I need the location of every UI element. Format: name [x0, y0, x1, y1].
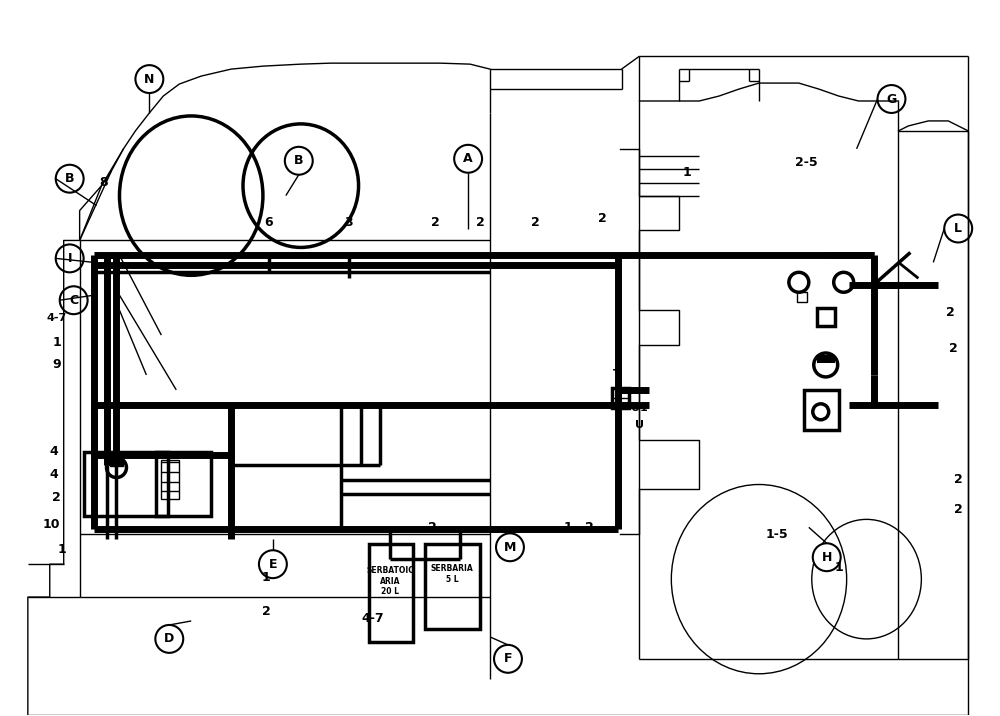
- Circle shape: [494, 645, 522, 673]
- Text: C: C: [69, 294, 78, 306]
- Circle shape: [135, 65, 163, 93]
- Bar: [161, 460, 179, 500]
- Bar: [817, 308, 835, 326]
- Text: A: A: [463, 153, 473, 165]
- Circle shape: [944, 215, 972, 243]
- Bar: [84, 452, 168, 516]
- Circle shape: [496, 533, 524, 561]
- Text: 1: 1: [57, 543, 66, 556]
- Bar: [612, 388, 629, 408]
- Text: B: B: [65, 173, 74, 185]
- Text: U: U: [635, 420, 644, 430]
- Circle shape: [878, 85, 905, 113]
- Text: 2: 2: [531, 216, 540, 229]
- Text: 1: 1: [52, 336, 61, 349]
- Text: 2: 2: [428, 521, 437, 534]
- Text: 2: 2: [52, 491, 61, 504]
- Text: 2: 2: [476, 216, 484, 229]
- Text: 2: 2: [262, 604, 270, 617]
- Text: T: T: [613, 369, 622, 382]
- Bar: [797, 292, 807, 302]
- Text: 10: 10: [43, 518, 60, 531]
- Circle shape: [813, 543, 841, 571]
- Text: B: B: [294, 154, 304, 168]
- Text: SERBATOIO
ARIA
20 L: SERBATOIO ARIA 20 L: [366, 566, 415, 596]
- Text: 9: 9: [52, 359, 61, 372]
- Circle shape: [285, 147, 313, 175]
- Bar: [369, 544, 413, 642]
- Bar: [817, 355, 835, 363]
- Circle shape: [60, 286, 88, 314]
- Text: 1-5: 1-5: [766, 528, 788, 541]
- Text: SERBARIA
5 L: SERBARIA 5 L: [431, 564, 474, 584]
- Bar: [804, 390, 839, 430]
- Text: 1: 1: [834, 561, 843, 574]
- Text: D: D: [164, 632, 174, 645]
- Text: 4: 4: [49, 468, 58, 481]
- Text: 2: 2: [954, 503, 963, 516]
- Text: 1: 1: [563, 521, 572, 534]
- Text: 4-7: 4-7: [361, 612, 384, 626]
- Circle shape: [155, 625, 183, 653]
- Text: 2: 2: [598, 212, 607, 225]
- Text: U1: U1: [631, 403, 648, 413]
- Text: 8: 8: [99, 176, 108, 189]
- Text: H: H: [822, 551, 832, 563]
- Circle shape: [454, 145, 482, 173]
- Bar: [156, 452, 211, 516]
- Text: 2: 2: [946, 306, 955, 319]
- Text: G: G: [886, 92, 897, 105]
- Text: F: F: [504, 652, 512, 665]
- Circle shape: [56, 244, 84, 272]
- Text: N: N: [144, 72, 155, 86]
- Text: 1: 1: [683, 166, 692, 179]
- Text: 2: 2: [949, 342, 958, 354]
- Text: 4-7: 4-7: [47, 313, 67, 323]
- Text: 3: 3: [344, 216, 353, 229]
- Text: 1: 1: [262, 571, 270, 584]
- Bar: [109, 460, 124, 465]
- Text: L: L: [954, 222, 962, 235]
- Circle shape: [56, 165, 84, 193]
- Text: 2-5: 2-5: [795, 156, 818, 169]
- Bar: [110, 452, 123, 465]
- Circle shape: [259, 551, 287, 578]
- Text: 4: 4: [49, 445, 58, 458]
- Text: 2: 2: [431, 216, 440, 229]
- Text: E: E: [269, 558, 277, 571]
- Text: 2: 2: [585, 521, 594, 534]
- Text: 6: 6: [265, 216, 273, 229]
- Text: M: M: [504, 541, 516, 553]
- Text: I: I: [67, 252, 72, 265]
- Bar: [425, 544, 480, 629]
- Text: 2: 2: [954, 473, 963, 486]
